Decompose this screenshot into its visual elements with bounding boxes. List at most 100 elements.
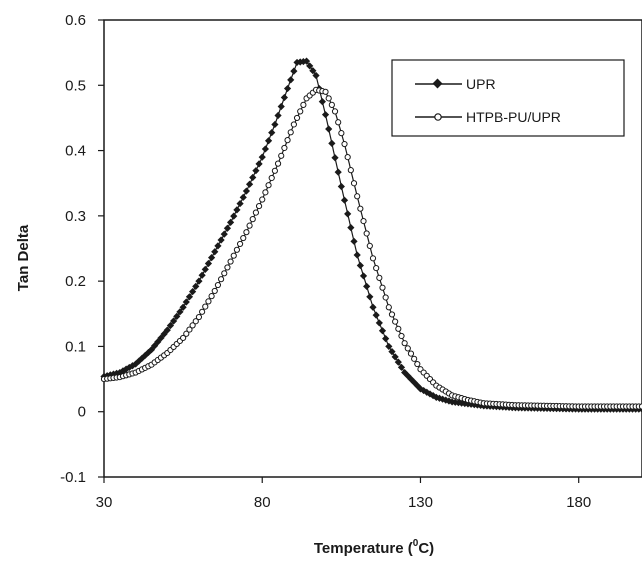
data-point (245, 180, 254, 188)
data-point (357, 205, 364, 212)
data-point (265, 182, 272, 189)
data-point (205, 298, 212, 305)
data-point (331, 154, 339, 162)
data-point (283, 84, 292, 93)
data-point (340, 196, 349, 204)
data-point (350, 180, 358, 187)
data-point (239, 193, 247, 201)
data-point (414, 360, 421, 368)
data-point (195, 313, 203, 321)
data-point (255, 202, 263, 210)
data-point (268, 129, 276, 137)
data-point (122, 365, 130, 373)
data-point (236, 199, 244, 208)
data-point (189, 287, 197, 296)
data-point (391, 353, 399, 361)
y-tick-label: -0.1 (60, 469, 86, 486)
data-point (411, 355, 418, 362)
data-point (173, 312, 181, 320)
data-point (300, 101, 307, 108)
x-tick-label: 30 (96, 494, 113, 511)
data-point (208, 254, 216, 262)
data-point (290, 67, 298, 75)
data-point (442, 396, 450, 404)
data-point (176, 308, 184, 316)
x-axis-title: Temperature (0C) (314, 538, 434, 557)
data-point (278, 152, 285, 159)
data-point (435, 394, 444, 402)
data-point (328, 139, 336, 147)
data-point (195, 277, 203, 285)
data-point (344, 154, 351, 161)
data-point (227, 258, 234, 265)
data-point (255, 160, 263, 168)
data-point (211, 287, 218, 295)
data-point (347, 224, 355, 232)
data-point (138, 354, 146, 362)
data-point (128, 362, 137, 370)
data-point (214, 242, 222, 250)
data-point (337, 182, 345, 191)
data-point (397, 363, 406, 371)
data-point (369, 303, 377, 311)
data-point (287, 129, 294, 136)
plot-frame (103, 19, 642, 478)
data-point (354, 193, 361, 200)
data-point (413, 382, 421, 390)
data-point (638, 403, 642, 410)
data-point (277, 102, 285, 111)
data-point (182, 298, 190, 306)
data-point (360, 217, 367, 225)
data-point (309, 67, 317, 75)
data-point (268, 174, 275, 182)
data-point (262, 189, 269, 196)
data-point (290, 121, 297, 128)
data-point (211, 248, 219, 256)
data-point (109, 370, 118, 378)
data-point (198, 271, 206, 279)
data-point (271, 120, 279, 129)
data-point (274, 111, 282, 120)
x-tick-label: 130 (408, 494, 433, 511)
data-point (259, 196, 266, 203)
data-point (242, 187, 251, 195)
y-tick-label: 0 (78, 404, 86, 421)
data-point (378, 327, 387, 335)
data-point (321, 111, 330, 119)
data-point (185, 293, 194, 301)
data-point (325, 95, 332, 102)
data-point (385, 304, 392, 311)
data-point (385, 342, 393, 351)
data-point (302, 57, 311, 65)
legend-label-htpb: HTPB-PU/UPR (466, 109, 561, 125)
data-point (284, 137, 291, 144)
data-point (388, 311, 396, 318)
data-point (334, 168, 342, 176)
y-tick-label: 0.2 (65, 273, 86, 290)
x-axis-ticks: 30 80 130 180 (96, 477, 591, 511)
data-point (379, 284, 386, 291)
data-point (189, 322, 196, 329)
data-point (363, 230, 370, 237)
data-point (217, 276, 225, 283)
data-point (395, 325, 402, 332)
data-point (404, 345, 411, 352)
data-point (154, 338, 162, 346)
series-line (103, 89, 642, 408)
data-point (223, 224, 232, 232)
data-point (201, 265, 209, 273)
data-point (199, 308, 206, 315)
data-point (204, 259, 213, 268)
data-point (423, 388, 431, 396)
legend-label-upr: UPR (466, 76, 496, 92)
data-point (382, 334, 390, 343)
data-point (252, 209, 260, 216)
data-point (297, 108, 304, 115)
data-point (369, 255, 377, 262)
data-point (392, 318, 399, 325)
data-point (220, 230, 228, 238)
data-point (366, 242, 373, 249)
data-point (240, 234, 247, 242)
data-point (331, 108, 339, 115)
data-point (363, 282, 371, 290)
